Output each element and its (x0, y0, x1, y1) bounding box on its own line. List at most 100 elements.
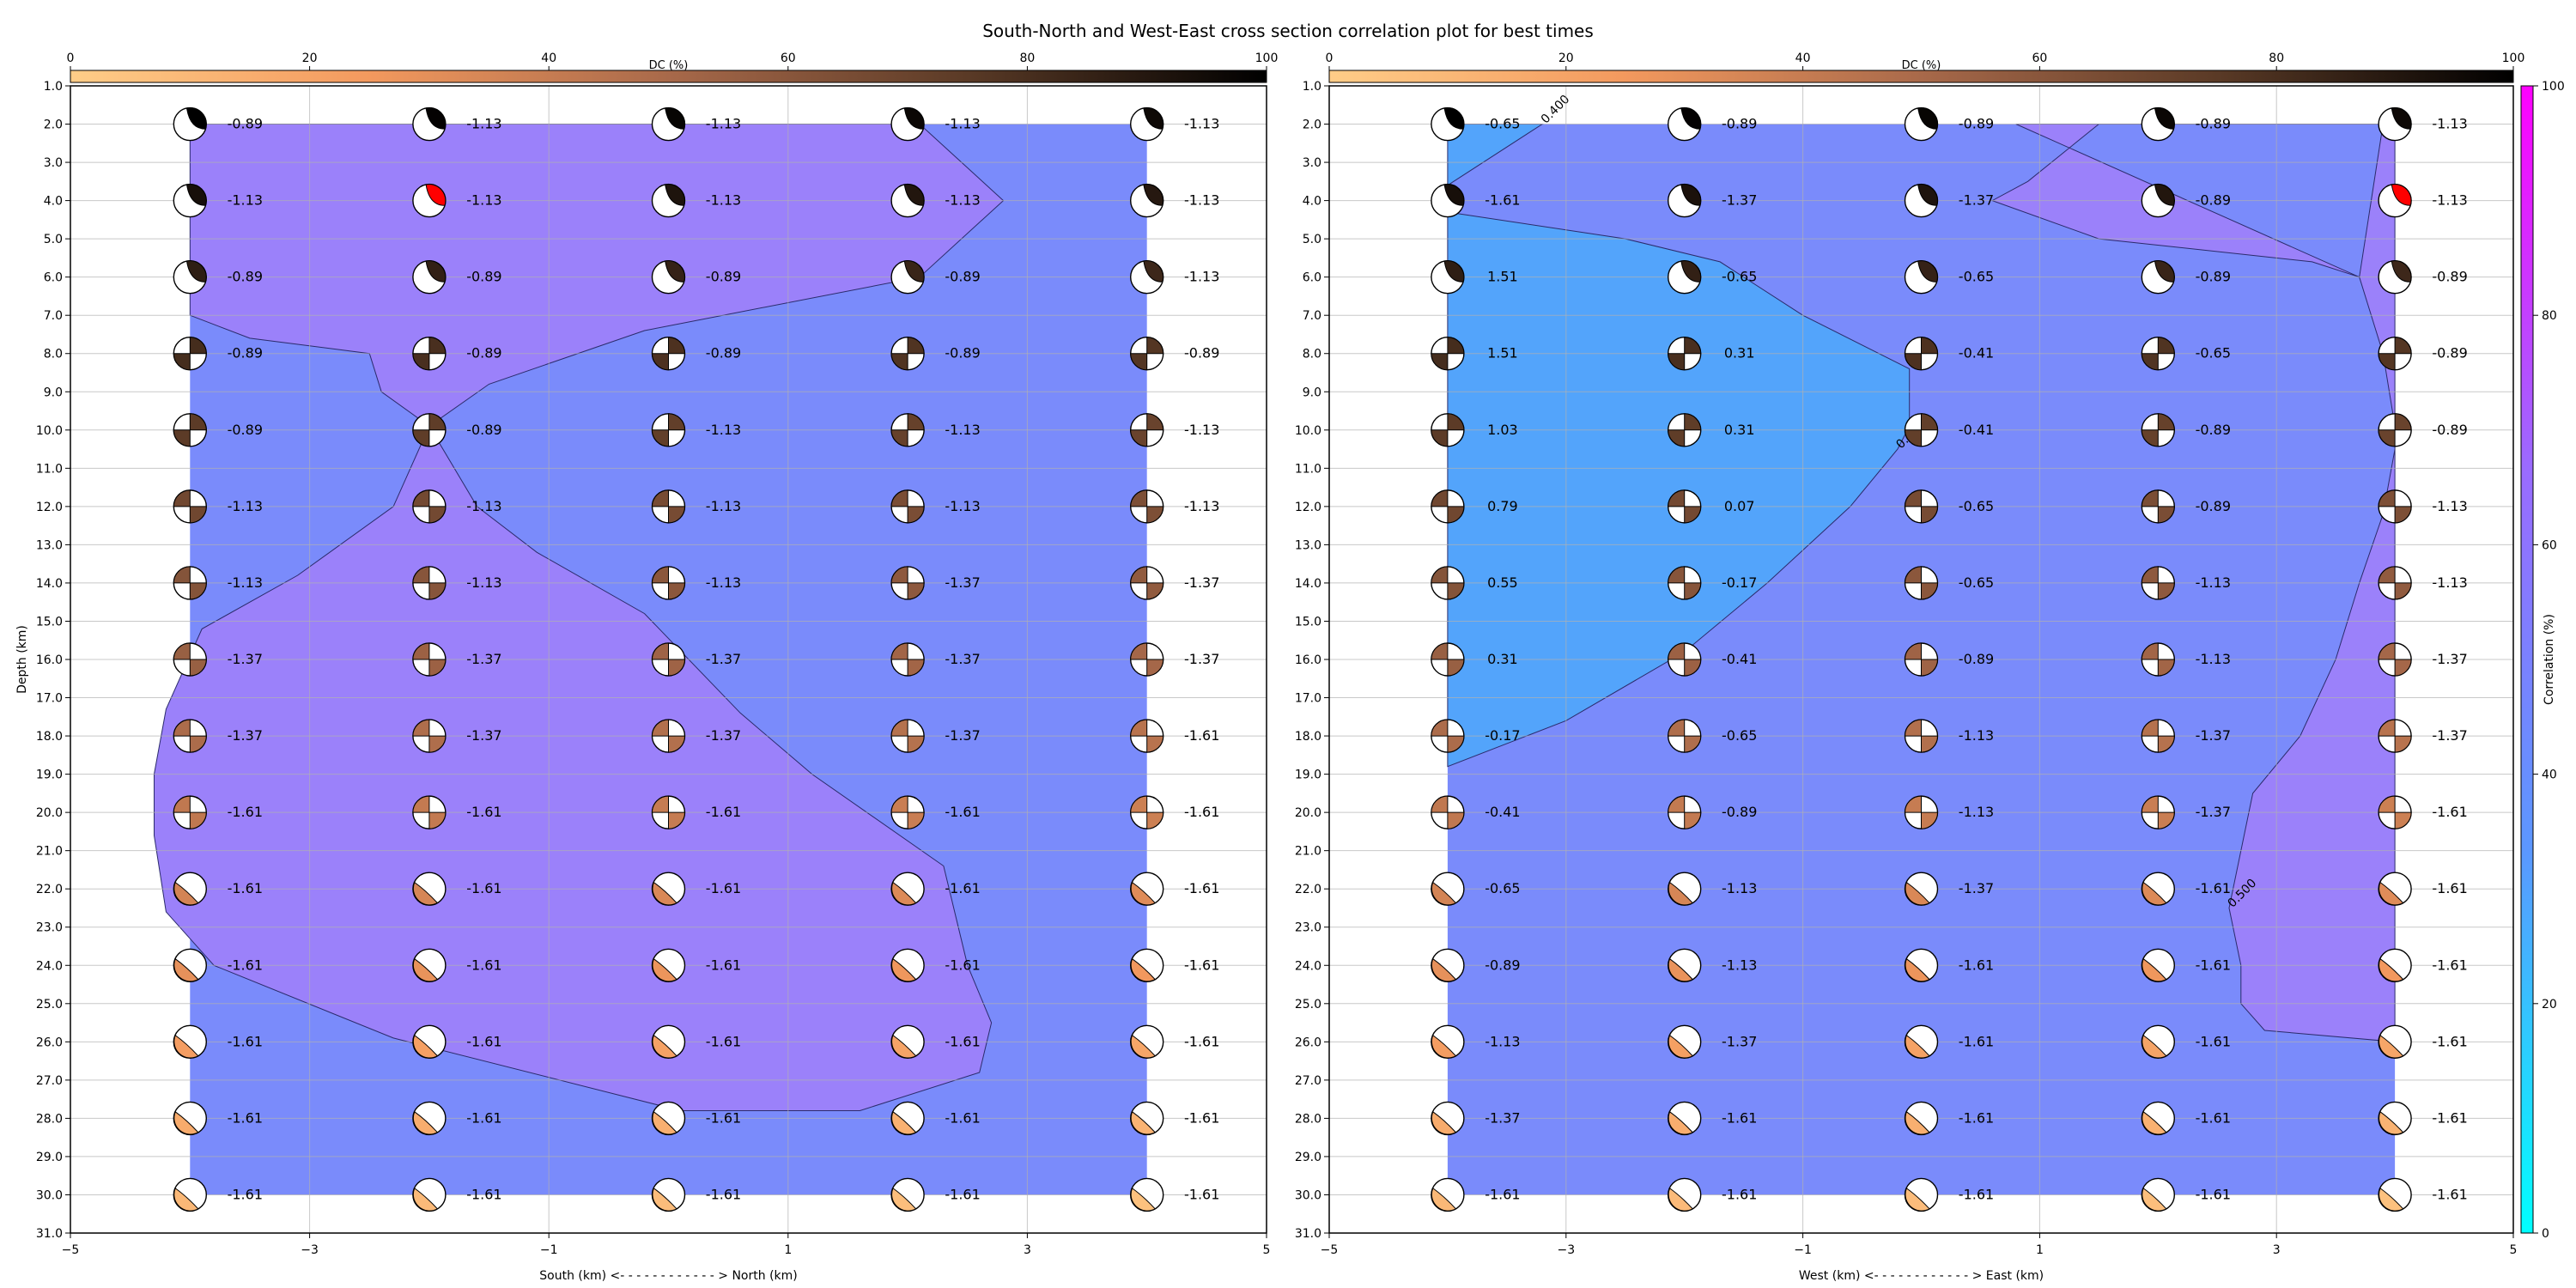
beachball-compressional-quadrant (1431, 1034, 1457, 1059)
value-label: -1.13 (706, 574, 741, 591)
value-label: -1.61 (1959, 1033, 1994, 1049)
value-label: -1.61 (228, 804, 263, 820)
value-label: -1.13 (1184, 269, 1219, 285)
beachball (1431, 337, 1465, 371)
beachball-compressional-quadrant (1431, 337, 1465, 371)
panel-1: 1.0 2.0 3.0 4.0 5.0 6.0 7.0 8.0 9.0 10.0 11.0 12.0 1… (15, 52, 1278, 1283)
beachball (1431, 259, 1465, 295)
contour-label: 0.400 (1539, 93, 1573, 127)
beachball-compressional-quadrant (651, 489, 686, 524)
beachball (890, 719, 925, 753)
y-tick-label: 8.0 (1303, 348, 1321, 361)
beachball-compressional-quadrant (1431, 881, 1457, 906)
beachball-compressional-quadrant (890, 795, 925, 829)
value-label: -1.61 (706, 1033, 741, 1049)
beachball-compressional-quadrant (2141, 413, 2175, 447)
beachball-compressional-quadrant (2142, 957, 2167, 982)
value-label: -1.13 (2432, 574, 2467, 591)
value-label: -1.13 (2432, 498, 2467, 514)
beachball (2378, 489, 2412, 524)
beachball (890, 259, 925, 295)
value-label: -1.13 (466, 498, 501, 514)
beachball (2378, 719, 2412, 753)
value-label: -1.61 (1184, 804, 1219, 820)
dc-tick-label: 0 (1326, 52, 1334, 65)
x-tick-label: −5 (62, 1243, 80, 1257)
dc-tick-label: 60 (781, 52, 796, 65)
beachball (2141, 106, 2176, 142)
correlation-colorbar: 0 20 40 60 80 100 Correlation (%) (2520, 80, 2565, 1241)
beachball-compressional-quadrant (1130, 642, 1164, 677)
value-label: -1.61 (945, 1186, 980, 1202)
beachball-compressional-quadrant (2154, 107, 2175, 130)
beachball-compressional-quadrant (1680, 260, 1702, 283)
beachball (412, 566, 447, 600)
beachball-compressional-quadrant (1668, 1111, 1694, 1135)
value-label: -1.61 (2196, 1186, 2231, 1202)
value-label: -1.37 (466, 727, 501, 744)
beachball-compressional-quadrant (173, 881, 199, 906)
beachball (1904, 413, 1939, 447)
value-label: 0.31 (1487, 651, 1518, 667)
value-label: -0.89 (706, 269, 741, 285)
beachball-compressional-quadrant (412, 957, 439, 982)
beachball (651, 1177, 686, 1212)
beachball (890, 948, 925, 982)
beachball-compressional-quadrant (1680, 184, 1702, 206)
beachball (412, 259, 447, 295)
beachball (890, 795, 925, 829)
y-tick-label: 29.0 (1295, 1151, 1321, 1164)
beachball-compressional-quadrant (1917, 184, 1938, 206)
beachball (1431, 566, 1465, 600)
value-label: -0.17 (1485, 727, 1520, 744)
beachball-compressional-quadrant (1431, 642, 1465, 677)
contour-region (189, 124, 1005, 427)
value-label: -1.61 (945, 880, 980, 896)
beachball (2378, 337, 2412, 371)
value-label: -1.13 (1959, 804, 1994, 820)
beachball (1431, 489, 1465, 524)
value-label: -0.41 (1959, 345, 1994, 361)
beachball (2378, 1024, 2412, 1060)
beachball (2378, 642, 2412, 677)
beachball (890, 642, 925, 677)
value-label: -1.61 (706, 804, 741, 820)
beachball (651, 872, 686, 906)
beachball (2141, 642, 2176, 677)
beachball-compressional-quadrant (903, 184, 925, 206)
beachball (1904, 872, 1939, 906)
value-label: -1.61 (2196, 1109, 2231, 1126)
beachball-compressional-quadrant (890, 413, 925, 447)
dc-tick-label: 100 (2502, 52, 2525, 65)
beachball (2378, 566, 2412, 600)
correlation-tick-label: 20 (2542, 998, 2557, 1012)
beachball-compressional-quadrant (1668, 957, 1694, 982)
beachball-compressional-quadrant (412, 1188, 439, 1212)
beachball-compressional-quadrant (1904, 719, 1939, 753)
y-tick-label: 26.0 (36, 1036, 63, 1049)
y-tick-label: 24.0 (1295, 959, 1321, 973)
beachball (1431, 948, 1465, 982)
beachball (1667, 259, 1702, 295)
beachball (890, 337, 925, 371)
beachball (1667, 948, 1702, 982)
beachball (1129, 489, 1164, 524)
y-tick-label: 3.0 (1303, 156, 1321, 170)
beachball (1431, 1101, 1465, 1136)
y-tick-label: 30.0 (1295, 1188, 1321, 1202)
value-label: -1.13 (2432, 116, 2467, 132)
beachball (412, 948, 447, 982)
value-label: -1.13 (1184, 422, 1219, 438)
value-label: -1.37 (1959, 880, 1994, 896)
value-label: -1.13 (706, 498, 741, 514)
beachball-compressional-quadrant (651, 413, 686, 447)
y-tick-label: 18.0 (36, 730, 63, 744)
value-label: -1.61 (706, 880, 741, 896)
value-label: -1.61 (1722, 1186, 1757, 1202)
beachball (1129, 106, 1164, 142)
beachball (1904, 1024, 1939, 1060)
beachball-compressional-quadrant (1431, 566, 1465, 600)
value-label: -1.61 (466, 1033, 501, 1049)
beachball (1129, 413, 1164, 447)
beachball (651, 413, 686, 447)
